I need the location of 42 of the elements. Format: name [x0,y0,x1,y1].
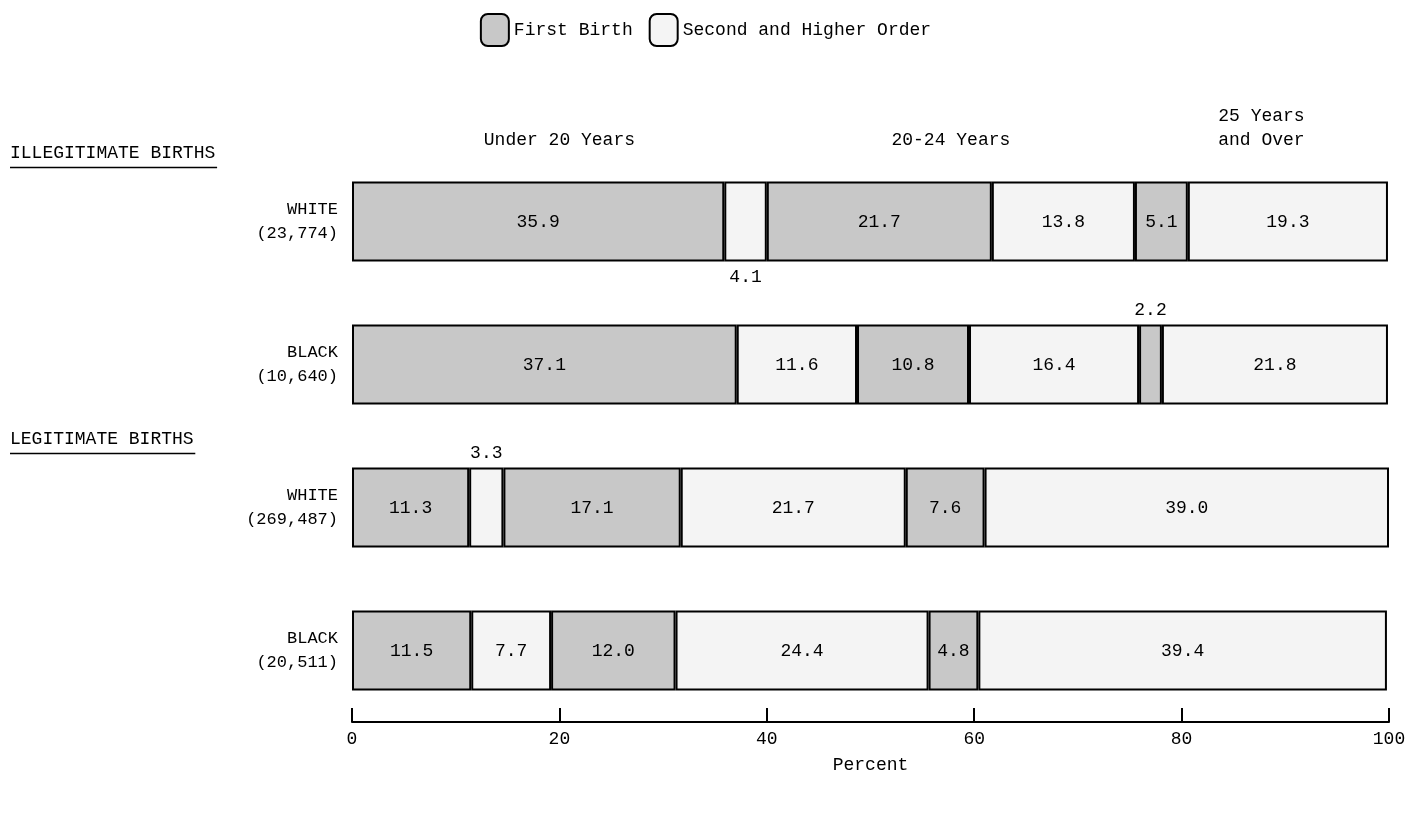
x-tick-label: 80 [1170,729,1193,749]
data-label: 39.4 [1161,640,1205,661]
data-label: 13.8 [1041,211,1085,232]
data-label: 10.8 [891,354,935,375]
x-tick-label: 100 [1372,729,1406,749]
data-label: 35.9 [516,211,560,232]
data-label: 12.0 [591,640,635,661]
y-tick-label: BLACK (20,511) [256,629,339,672]
data-label: 4.8 [937,640,970,661]
x-axis-title: Percent [832,755,909,775]
text: 25 Years and Over [1218,105,1305,150]
data-label: 21.8 [1253,354,1297,375]
text: ILLEGITIMATE BIRTHS [10,142,216,163]
data-label: 19.3 [1266,211,1310,232]
y-tick-label: WHITE (23,774) [256,200,338,243]
x-tick-label: 40 [756,729,778,749]
data-label: 16.4 [1032,354,1076,375]
text: Under 20 Years [483,129,636,150]
text: LEGITIMATE BIRTHS [10,428,194,449]
data-label: 5.1 [1145,211,1178,232]
data-label: 39.0 [1165,497,1209,518]
data-label: 7.6 [928,497,962,518]
data-label: 4.1 [729,266,762,287]
data-label: 3.3 [470,442,503,463]
x-tick-label: 60 [963,729,985,749]
y-tick-label: BLACK (10,640) [256,343,339,386]
x-tick-label: 0 [346,729,358,749]
data-label: 11.3 [388,497,433,518]
data-label: 11.5 [390,640,434,661]
data-label: 21.7 [857,211,901,232]
legend-label: Second and Higher Order [682,20,932,40]
data-label: 7.7 [494,640,528,661]
data-label: 17.1 [570,497,614,518]
data-label: 2.2 [1134,299,1167,320]
legend-label: First Birth [513,20,633,40]
x-tick-label: 20 [548,729,571,749]
data-label: 11.6 [775,354,819,375]
data-label: 24.4 [780,640,824,661]
data-label: 21.7 [771,497,815,518]
text: 20-24 Years [891,129,1011,150]
y-tick-label: WHITE (269,487) [246,486,338,529]
data-label: 37.1 [522,354,566,375]
